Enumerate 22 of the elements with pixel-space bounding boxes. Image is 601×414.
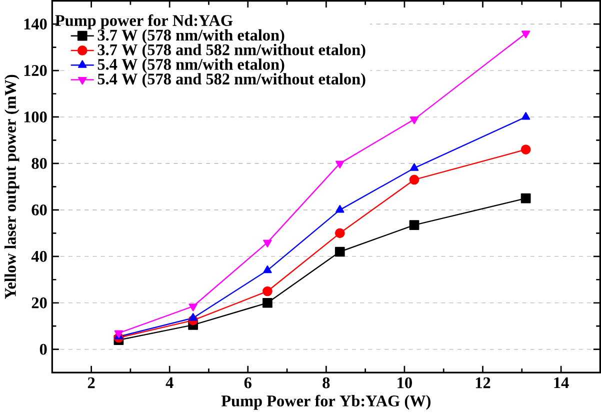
x-tick-label: 8 [322,377,330,388]
legend-title: Pump power for Nd:YAG [55,14,233,30]
x-tick-label: 10 [398,377,412,388]
legend-label: 5.4 W (578 nm/with etalon) [98,58,284,74]
y-tick-label: 40 [31,250,47,262]
y-tick-label: 80 [32,158,47,169]
x-tick-label: 4 [166,377,174,388]
legend-label: 3.7 W (578 nm/with etalon) [98,29,284,44]
y-tick-label: 100 [24,111,47,122]
x-tick-label: 2 [88,377,95,388]
y-tick-label: 0 [40,344,47,355]
x-tick-label: 12 [476,377,490,388]
y-tick-label: 120 [24,64,47,76]
x-tick-label: 14 [554,377,569,388]
y-tick-label: 140 [24,18,47,30]
y-tick-label: 20 [32,297,47,308]
legend-label: 3.7 W (578 and 582 nm/without etalon) [98,44,366,58]
legend-label: 5.4 W (578 and 582 nm/without etalon) [98,72,366,88]
y-tick-label: 60 [32,204,47,216]
y-axis-title: Yellow laser output power (mW) [4,74,20,299]
x-axis-title: Pump Power for Yb:YAG (W) [221,394,430,410]
x-tick-label: 6 [244,377,252,388]
